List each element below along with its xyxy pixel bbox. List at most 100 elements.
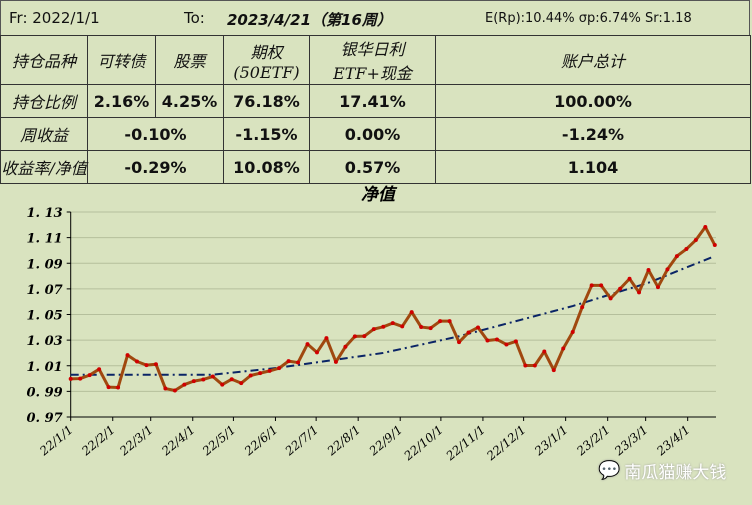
- y-tick-label: 1. 05: [26, 309, 62, 324]
- header-cell: 股票: [155, 35, 224, 85]
- data-point: [381, 324, 386, 329]
- x-tick-label: 22/6/1: [241, 423, 280, 459]
- data-point: [428, 326, 433, 331]
- data-point: [494, 337, 499, 342]
- data-point: [125, 353, 130, 358]
- cell: 0.57%: [309, 150, 436, 184]
- data-point: [78, 376, 83, 381]
- table-header-row: 持仓品种 可转债 股票 期权(50ETF) 银华日利ETF+现金 账户总计: [0, 35, 751, 85]
- data-point: [551, 368, 556, 373]
- cell: 4.25%: [155, 84, 224, 118]
- data-point: [504, 342, 509, 347]
- data-point: [163, 386, 168, 391]
- data-point: [352, 334, 357, 339]
- data-point: [646, 268, 651, 273]
- to-label: To:: [184, 9, 205, 27]
- data-point: [561, 346, 566, 351]
- x-tick-label: 22/11/1: [443, 423, 488, 464]
- data-point: [87, 373, 92, 378]
- x-tick-label: 22/2/1: [78, 423, 117, 459]
- cell: -1.24%: [435, 117, 751, 151]
- y-tick-label: 1. 01: [26, 360, 62, 375]
- data-point: [655, 285, 660, 290]
- header-cell: 持仓品种: [0, 35, 88, 85]
- x-tick-label: 22/12/1: [483, 423, 528, 464]
- header-bar: Fr: 2022/1/1 To: 2023/4/21（第16周） E(Rp):1…: [0, 0, 750, 35]
- row-label: 周收益: [0, 117, 88, 151]
- data-point: [144, 363, 149, 368]
- data-point: [106, 385, 111, 390]
- data-point: [68, 376, 73, 381]
- data-point: [390, 321, 395, 326]
- data-point: [513, 339, 518, 344]
- data-point: [703, 224, 708, 229]
- data-point: [267, 368, 272, 373]
- row-label: 收益率/净值: [0, 150, 88, 184]
- y-tick-label: 0. 99: [26, 385, 62, 400]
- data-point: [229, 377, 234, 382]
- watermark: 💬 南瓜猫赚大钱: [598, 458, 726, 483]
- x-tick-label: 22/9/1: [366, 423, 405, 459]
- x-tick-label: 22/10/1: [401, 423, 446, 464]
- data-point: [135, 359, 140, 364]
- cell: -1.15%: [223, 117, 310, 151]
- data-point: [485, 338, 490, 343]
- header-cell: 可转债: [87, 35, 156, 85]
- x-tick-label: 23/2/1: [573, 423, 612, 459]
- data-point: [665, 267, 670, 272]
- data-point: [419, 325, 424, 330]
- data-point: [239, 381, 244, 386]
- y-tick-label: 0. 97: [26, 411, 62, 426]
- x-tick-label: 22/7/1: [282, 423, 321, 459]
- x-tick-label: 22/3/1: [116, 423, 155, 459]
- to-date: 2023/4/21（第16周）: [227, 11, 392, 29]
- data-point: [258, 371, 263, 376]
- data-point: [457, 340, 462, 345]
- data-point: [637, 290, 642, 295]
- trend-line: [70, 255, 716, 376]
- cell: 100.00%: [435, 84, 751, 118]
- y-tick-label: 1. 07: [26, 283, 62, 298]
- data-point: [570, 330, 575, 335]
- data-point: [400, 324, 405, 329]
- cell: 17.41%: [309, 84, 436, 118]
- cell: 0.00%: [309, 117, 436, 151]
- watermark-text: 南瓜猫赚大钱: [624, 463, 727, 483]
- data-point: [343, 344, 348, 349]
- data-point: [608, 296, 613, 301]
- data-point: [116, 385, 121, 390]
- table-row: 收益率/净值 -0.29% 10.08% 0.57% 1.104: [0, 150, 751, 184]
- data-point: [153, 362, 158, 367]
- cell: 2.16%: [87, 84, 156, 118]
- data-point: [627, 276, 632, 281]
- y-tick-label: 1. 13: [26, 206, 62, 221]
- data-point: [182, 382, 187, 387]
- data-point: [172, 388, 177, 393]
- data-point: [447, 319, 452, 324]
- x-tick-label: 23/4/1: [653, 423, 692, 459]
- x-tick-label: 22/8/1: [324, 423, 363, 459]
- cell: -0.10%: [87, 117, 224, 151]
- data-point: [324, 336, 329, 341]
- chart-title: 净值: [361, 185, 398, 205]
- data-point: [542, 349, 547, 354]
- x-tick-label: 23/1/1: [531, 423, 570, 459]
- data-point: [333, 359, 338, 364]
- data-point: [475, 325, 480, 330]
- x-tick-label: 22/4/1: [158, 423, 197, 459]
- wechat-icon: 💬: [598, 460, 621, 481]
- data-point: [589, 283, 594, 288]
- data-point: [97, 367, 102, 372]
- data-point: [314, 350, 319, 355]
- data-point: [305, 342, 310, 347]
- data-point: [580, 305, 585, 310]
- data-point: [532, 363, 537, 368]
- data-point: [220, 382, 225, 387]
- x-tick-label: 23/3/1: [611, 423, 650, 459]
- cell: 76.18%: [223, 84, 310, 118]
- from-date: Fr: 2022/1/1: [9, 9, 100, 27]
- data-point: [618, 286, 623, 291]
- data-point: [362, 334, 367, 339]
- header-cell: 期权(50ETF): [223, 35, 310, 85]
- data-point: [201, 377, 206, 382]
